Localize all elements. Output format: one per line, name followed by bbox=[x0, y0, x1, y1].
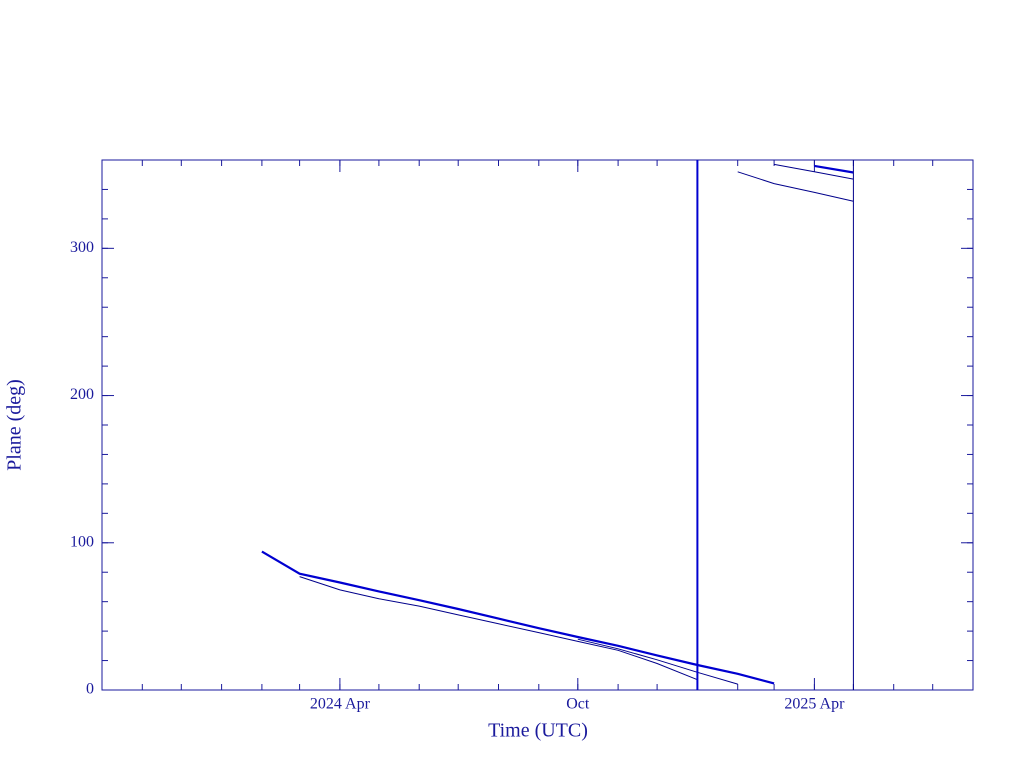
x-tick-label: 2025 Apr bbox=[784, 696, 845, 713]
series-line bbox=[737, 171, 854, 202]
series-line bbox=[261, 550, 775, 685]
series-line bbox=[577, 638, 738, 685]
y-tick-label: 0 bbox=[86, 681, 94, 698]
series-line bbox=[774, 163, 854, 180]
y-tick-label: 200 bbox=[70, 386, 94, 403]
y-axis-label: Plane (deg) bbox=[4, 379, 26, 471]
plot-frame bbox=[101, 159, 974, 691]
x-axis-label: Time (UTC) bbox=[488, 720, 588, 742]
x-tick-label: Oct bbox=[566, 696, 590, 713]
series-line bbox=[299, 576, 698, 681]
x-tick-label: 2024 Apr bbox=[310, 696, 371, 713]
y-tick-label: 300 bbox=[70, 239, 94, 256]
y-tick-label: 100 bbox=[70, 533, 94, 550]
series-line bbox=[814, 164, 854, 174]
